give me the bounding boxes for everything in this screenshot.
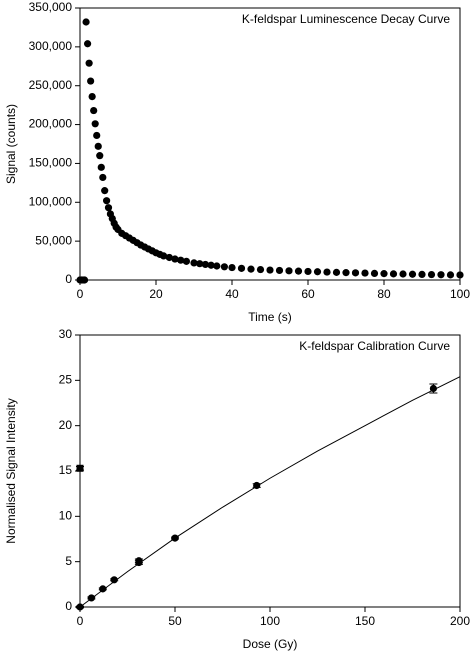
point — [266, 266, 274, 274]
point — [171, 255, 179, 263]
point — [323, 268, 331, 276]
point — [220, 263, 228, 271]
x-tick-label: 0 — [77, 287, 84, 301]
point — [275, 266, 284, 275]
plot-frame — [79, 334, 461, 608]
x-axis-label: Dose (Gy) — [243, 637, 298, 651]
point — [103, 197, 111, 205]
chart-title: K-feldspar Luminescence Decay Curve — [242, 12, 450, 26]
x-tick-label: 40 — [225, 287, 239, 301]
x-tick-label: 100 — [260, 614, 280, 628]
x-tick-label: 60 — [301, 287, 315, 301]
x-tick-label: 50 — [168, 614, 182, 628]
point — [99, 173, 107, 182]
point — [294, 267, 303, 275]
y-tick-label: 0 — [65, 599, 72, 613]
point — [437, 271, 445, 279]
point — [370, 269, 379, 277]
y-tick-label: 200,000 — [29, 117, 73, 131]
point — [85, 59, 93, 67]
point — [201, 260, 209, 269]
point — [351, 269, 360, 277]
plot-frame — [79, 7, 461, 281]
x-axis-label: Time (s) — [248, 310, 292, 324]
point — [361, 269, 369, 277]
x-tick-label: 100 — [450, 287, 470, 301]
y-tick-label: 10 — [59, 509, 73, 523]
y-tick-label: 300,000 — [29, 39, 73, 53]
point — [342, 269, 350, 277]
y-tick-label: 25 — [59, 373, 73, 387]
point — [91, 120, 99, 128]
point — [247, 265, 255, 273]
point — [313, 268, 322, 276]
y-tick-label: 350,000 — [29, 0, 73, 14]
y-tick-label: 15 — [59, 463, 73, 477]
point — [96, 152, 104, 160]
point — [228, 263, 236, 272]
x-tick-label: 20 — [149, 287, 163, 301]
point — [110, 576, 118, 584]
y-axis-label: Normalised Signal Intensity — [4, 398, 18, 543]
point — [304, 267, 312, 276]
point — [190, 259, 198, 267]
chart-title: K-feldspar Calibration Curve — [299, 339, 450, 353]
point — [87, 77, 95, 85]
point — [207, 261, 215, 269]
point — [182, 257, 190, 265]
point — [99, 585, 107, 593]
point — [84, 40, 92, 48]
point — [196, 260, 204, 268]
point — [285, 267, 293, 275]
point — [90, 106, 98, 115]
point — [418, 270, 426, 279]
y-tick-label: 100,000 — [29, 194, 73, 208]
y-tick-label: 5 — [65, 554, 72, 568]
point — [399, 270, 407, 278]
point — [380, 270, 388, 278]
y-tick-label: 30 — [59, 327, 73, 341]
y-axis-label: Signal (counts) — [4, 104, 18, 184]
y-tick-label: 20 — [59, 418, 73, 432]
point — [237, 264, 246, 272]
point — [213, 262, 221, 270]
point — [389, 270, 398, 278]
point — [93, 131, 101, 140]
y-tick-label: 150,000 — [29, 156, 73, 170]
point — [94, 142, 102, 150]
x-tick-label: 150 — [355, 614, 375, 628]
y-tick-label: 0 — [65, 272, 72, 286]
point — [408, 270, 417, 278]
fit-line — [79, 376, 461, 608]
point — [177, 256, 185, 264]
point — [88, 92, 96, 101]
x-tick-label: 200 — [450, 614, 470, 628]
point — [446, 271, 455, 279]
point — [97, 163, 105, 171]
point — [82, 18, 90, 26]
point — [104, 204, 113, 212]
point — [427, 270, 436, 279]
point — [332, 268, 341, 276]
point — [165, 253, 173, 262]
y-tick-label: 250,000 — [29, 78, 73, 92]
y-tick-label: 50,000 — [35, 233, 72, 247]
x-tick-label: 0 — [77, 614, 84, 628]
x-tick-label: 80 — [377, 287, 391, 301]
point — [160, 252, 168, 260]
point — [256, 265, 265, 274]
point — [101, 187, 109, 195]
